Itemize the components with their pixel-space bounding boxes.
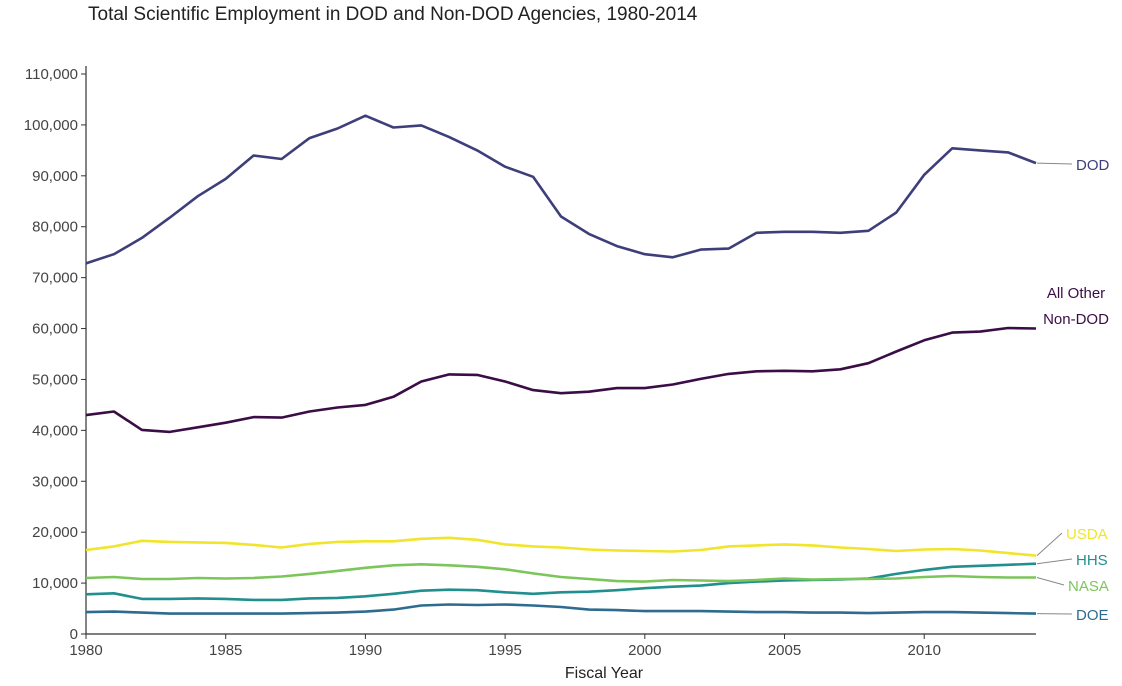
series-lines (85, 114, 1037, 615)
series-label-dod: DOD (1076, 157, 1110, 174)
series-label-doe: DOE (1076, 607, 1109, 624)
y-tick-label: 10,000 (32, 575, 78, 592)
x-axis: 1980 1985 1990 1995 2000 2005 2010 (69, 633, 1036, 659)
series-line-dod (85, 114, 1037, 265)
series-line-nasa (85, 563, 1036, 583)
series-line-doe (85, 603, 1037, 615)
series-line-usda (85, 536, 1037, 557)
y-tick-label: 60,000 (32, 321, 78, 338)
y-tick-label: 30,000 (32, 473, 78, 490)
x-tick-label: 1995 (488, 642, 521, 659)
leader-line-hhs (1036, 558, 1073, 565)
x-tick-label: 1985 (209, 642, 242, 659)
leader-line-nasa (1036, 577, 1065, 586)
series-label-all-other-non-dod: Non-DOD (1043, 311, 1109, 328)
x-tick-label: 2000 (628, 642, 661, 659)
y-tick-label: 80,000 (32, 219, 78, 236)
series-label-nasa: NASA (1068, 578, 1109, 595)
x-tick-label: 1990 (349, 642, 382, 659)
y-tick-label: 20,000 (32, 524, 78, 541)
y-tick-label: 0 (70, 626, 78, 643)
series-label-usda: USDA (1066, 526, 1108, 543)
series-line-hhs (85, 562, 1037, 602)
series-label-hhs: HHS (1076, 552, 1108, 569)
series-labels: DOD All Other Non-DOD USDA HHS NASA DOE (1036, 157, 1110, 624)
y-tick-label: 90,000 (32, 168, 78, 185)
series-label-all-other-non-dod: All Other (1047, 285, 1105, 302)
y-tick-label: 40,000 (32, 422, 78, 439)
series-line-all-other-non-dod (85, 326, 1037, 434)
leader-line-dod (1036, 162, 1073, 165)
y-tick-label: 70,000 (32, 270, 78, 287)
x-axis-title: Fiscal Year (565, 665, 644, 682)
y-axis: 0 10,000 20,000 30,000 40,000 50,000 60,000 70,… (24, 66, 87, 643)
y-tick-label: 110,000 (25, 66, 78, 83)
x-tick-label: 2010 (908, 642, 941, 659)
x-tick-label: 2005 (768, 642, 801, 659)
x-tick-label: 1980 (69, 642, 102, 659)
y-tick-label: 50,000 (32, 371, 78, 388)
chart-title: Total Scientific Employment in DOD and N… (88, 4, 698, 25)
leader-line-usda (1036, 532, 1063, 556)
y-tick-label: 100,000 (24, 117, 78, 134)
